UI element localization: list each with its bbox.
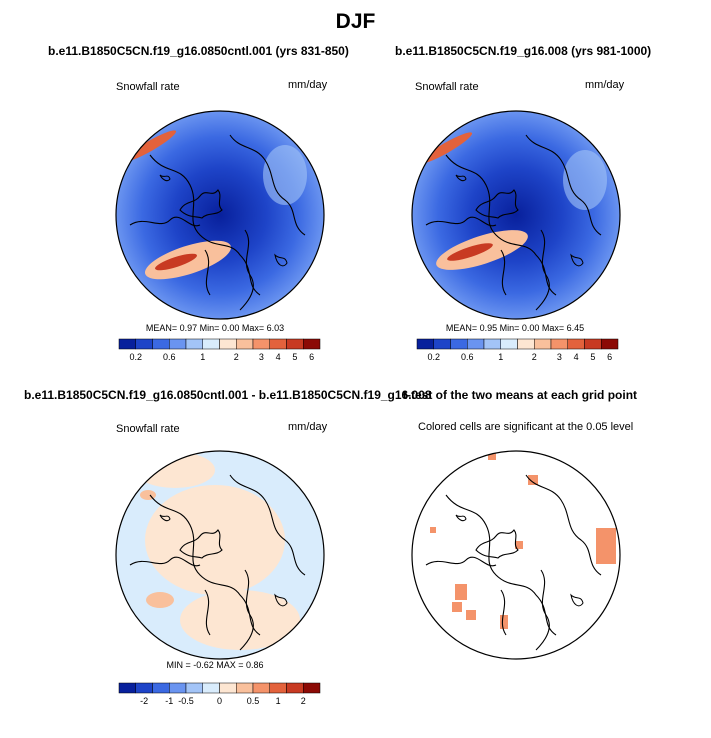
figure-title: DJF bbox=[335, 10, 376, 33]
colorbar-swatch bbox=[135, 338, 153, 350]
colorbar-swatch bbox=[483, 338, 501, 350]
colorbar-swatch bbox=[185, 338, 203, 350]
panel-title-top-right: b.e11.B1850C5CN.f19_g16.008 (yrs 981-100… bbox=[395, 44, 652, 58]
colorbar-tick-label: 2 bbox=[532, 352, 537, 362]
colorbar-bottom-left: -2 -1 -0.5 0 0.5 1 2 bbox=[118, 682, 321, 706]
colorbar-swatch bbox=[500, 338, 518, 350]
colorbar-swatch bbox=[303, 338, 321, 350]
colorbar-swatch bbox=[185, 682, 203, 694]
colorbar-tick-label: 0.6 bbox=[461, 352, 474, 362]
colorbar-swatch bbox=[219, 682, 237, 694]
colorbar-swatch bbox=[416, 338, 434, 350]
colorbar-top-left: 0.2 0.6 1 2 3 4 5 6 bbox=[118, 338, 321, 362]
panel-title-bottom-right: t-test of the two means at each grid poi… bbox=[403, 388, 638, 402]
stats-top-right: MEAN= 0.95 Min= 0.00 Max= 6.45 bbox=[445, 323, 585, 333]
map-top-right bbox=[411, 110, 621, 320]
stats-bottom-left: MIN = -0.62 MAX = 0.86 bbox=[166, 660, 264, 670]
colorbar-swatch bbox=[517, 338, 535, 350]
colorbar-tick-label: 0 bbox=[217, 696, 222, 706]
colorbar-swatch bbox=[118, 682, 136, 694]
colorbar-tick-label: 3 bbox=[557, 352, 562, 362]
colorbar-swatch bbox=[303, 682, 321, 694]
colorbar-swatch bbox=[152, 338, 170, 350]
colorbar-swatch bbox=[550, 338, 568, 350]
colorbar-tick-label: 2 bbox=[234, 352, 239, 362]
panel-title-top-left: b.e11.B1850C5CN.f19_g16.0850cntl.001 (yr… bbox=[48, 44, 349, 58]
colorbar-swatch bbox=[152, 682, 170, 694]
variable-label-top-right: Snowfall rate bbox=[415, 81, 479, 93]
colorbar-swatch bbox=[169, 682, 187, 694]
colorbar-tick-label: 3 bbox=[259, 352, 264, 362]
colorbar-swatch bbox=[236, 338, 254, 350]
colorbar-swatch bbox=[236, 682, 254, 694]
units-label-bottom-left: mm/day bbox=[288, 421, 328, 433]
colorbar-swatch bbox=[202, 682, 220, 694]
colorbar-swatch bbox=[202, 338, 220, 350]
colorbar-swatch bbox=[219, 338, 237, 350]
colorbar-swatch bbox=[601, 338, 619, 350]
colorbar-tick-label: 6 bbox=[607, 352, 612, 362]
colorbar-tick-label: 1 bbox=[276, 696, 281, 706]
colorbar-swatch bbox=[269, 682, 287, 694]
colorbar-tick-label: -1 bbox=[165, 696, 173, 706]
colorbar-tick-label: 0.2 bbox=[427, 352, 440, 362]
colorbar-swatch bbox=[252, 682, 270, 694]
variable-label-top-left: Snowfall rate bbox=[116, 81, 180, 93]
colorbar-swatch bbox=[286, 338, 304, 350]
map-bottom-left bbox=[115, 450, 325, 660]
colorbar-tick-label: 5 bbox=[292, 352, 297, 362]
units-label-top-right: mm/day bbox=[585, 79, 625, 91]
panel-subtitle-bottom-right: Colored cells are significant at the 0.0… bbox=[418, 421, 634, 433]
colorbar-top-right: 0.2 0.6 1 2 3 4 5 6 bbox=[416, 338, 619, 362]
colorbar-swatch bbox=[584, 338, 602, 350]
colorbar-tick-label: 2 bbox=[301, 696, 306, 706]
colorbar-tick-label: 6 bbox=[309, 352, 314, 362]
colorbar-tick-label: 1 bbox=[498, 352, 503, 362]
stats-top-left: MEAN= 0.97 Min= 0.00 Max= 6.03 bbox=[145, 323, 285, 333]
colorbar-swatch bbox=[118, 338, 136, 350]
colorbar-swatch bbox=[534, 338, 552, 350]
colorbar-tick-label: 0.6 bbox=[163, 352, 176, 362]
colorbar-swatch bbox=[433, 338, 451, 350]
colorbar-tick-label: 5 bbox=[590, 352, 595, 362]
colorbar-swatch bbox=[286, 682, 304, 694]
units-label-top-left: mm/day bbox=[288, 79, 328, 91]
colorbar-tick-label: 4 bbox=[574, 352, 579, 362]
colorbar-swatch bbox=[135, 682, 153, 694]
colorbar-swatch bbox=[269, 338, 287, 350]
colorbar-swatch bbox=[450, 338, 468, 350]
colorbar-swatch bbox=[169, 338, 187, 350]
colorbar-tick-label: 1 bbox=[200, 352, 205, 362]
map-bottom-right bbox=[411, 450, 621, 660]
colorbar-tick-label: -0.5 bbox=[178, 696, 194, 706]
variable-label-bottom-left: Snowfall rate bbox=[116, 423, 180, 435]
map-top-left bbox=[115, 110, 325, 320]
colorbar-tick-label: 4 bbox=[276, 352, 281, 362]
panel-title-bottom-left: b.e11.B1850C5CN.f19_g16.0850cntl.001 - b… bbox=[24, 388, 432, 402]
colorbar-swatch bbox=[252, 338, 270, 350]
colorbar-swatch bbox=[567, 338, 585, 350]
colorbar-swatch bbox=[467, 338, 485, 350]
colorbar-tick-label: -2 bbox=[140, 696, 148, 706]
colorbar-tick-label: 0.5 bbox=[247, 696, 260, 706]
colorbar-tick-label: 0.2 bbox=[129, 352, 142, 362]
